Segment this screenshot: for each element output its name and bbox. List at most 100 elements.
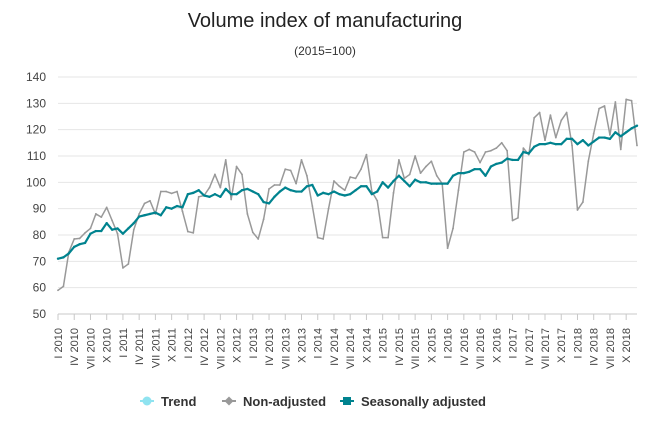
x-tick-label: IV 2013 [264, 328, 276, 366]
x-tick-label: I 2014 [313, 328, 325, 359]
data-point-non-adjusted [176, 190, 178, 193]
x-tick-label: IV 2010 [69, 328, 81, 366]
x-tick-label: IV 2014 [329, 328, 341, 366]
data-point-seasonally-adjusted [376, 190, 379, 193]
data-point-non-adjusted [468, 148, 471, 151]
data-point-non-adjusted [170, 192, 173, 195]
data-point-seasonally-adjusted [321, 191, 325, 195]
chart-subtitle: (2015=100) [294, 44, 356, 58]
data-point-seasonally-adjusted [635, 124, 639, 127]
data-point-seasonally-adjusted [186, 192, 190, 196]
data-point-non-adjusted [446, 247, 449, 250]
data-point-seasonally-adjusted [181, 206, 184, 209]
data-point-seasonally-adjusted [597, 136, 601, 139]
data-point-non-adjusted [116, 232, 119, 235]
data-point-non-adjusted [262, 218, 265, 221]
data-point-non-adjusted [630, 99, 633, 102]
data-point-non-adjusted [84, 231, 86, 234]
data-point-seasonally-adjusted [175, 204, 179, 208]
data-point-seasonally-adjusted [624, 131, 628, 134]
data-point-non-adjusted [565, 111, 568, 114]
data-point-seasonally-adjusted [100, 229, 103, 233]
data-point-seasonally-adjusted [294, 190, 298, 193]
legend-item-seasonally-adjusted[interactable]: Seasonally adjusted [340, 394, 486, 409]
data-point-seasonally-adjusted [78, 243, 81, 246]
x-tick-label: X 2014 [361, 328, 373, 363]
x-tick-label: IV 2016 [459, 328, 471, 366]
data-point-non-adjusted [327, 207, 330, 210]
data-point-non-adjusted [300, 159, 303, 161]
legend-item-trend[interactable]: Trend [140, 394, 196, 409]
data-point-non-adjusted [403, 177, 406, 180]
data-point-seasonally-adjusted [478, 167, 482, 171]
data-point-seasonally-adjusted [386, 186, 390, 189]
data-point-non-adjusted [338, 185, 341, 188]
data-point-non-adjusted [554, 136, 557, 139]
data-point-non-adjusted [576, 209, 579, 211]
data-point-non-adjusted [381, 236, 384, 239]
y-tick-label: 140 [26, 70, 46, 84]
y-tick-label: 50 [33, 307, 47, 321]
data-point-seasonally-adjusted [614, 131, 617, 134]
data-point-non-adjusted [284, 168, 287, 171]
data-point-seasonally-adjusted [500, 161, 503, 164]
data-point-non-adjusted [408, 173, 411, 176]
x-tick-label: VII 2012 [215, 328, 227, 369]
data-point-seasonally-adjusted [62, 256, 65, 259]
data-point-seasonally-adjusted [532, 145, 536, 148]
x-tick-label: VII 2014 [345, 328, 357, 369]
data-point-non-adjusted [490, 149, 492, 152]
data-point-seasonally-adjusted [257, 192, 260, 196]
data-point-non-adjusted [376, 199, 379, 202]
data-point-seasonally-adjusted [110, 228, 114, 231]
data-point-seasonally-adjusted [543, 142, 547, 146]
data-point-non-adjusted [349, 176, 352, 178]
legend: Trend Non-adjusted Seasonally adjusted [140, 394, 486, 409]
data-point-non-adjusted [598, 107, 601, 110]
data-point-non-adjusted [197, 195, 200, 198]
data-point-seasonally-adjusted [251, 190, 254, 193]
data-point-non-adjusted [111, 219, 114, 222]
data-point-seasonally-adjusted [419, 181, 422, 184]
data-point-non-adjusted [165, 190, 168, 193]
x-tick-label: X 2010 [102, 328, 114, 363]
legend-item-non-adjusted[interactable]: Non-adjusted [222, 394, 326, 409]
data-point-non-adjusted [251, 231, 254, 234]
x-tick-label: X 2013 [297, 328, 309, 363]
x-tick-label: IV 2017 [524, 328, 536, 366]
data-point-seasonally-adjusted [435, 182, 438, 185]
data-point-seasonally-adjusted [305, 185, 309, 188]
data-point-non-adjusted [311, 205, 314, 207]
x-tick-label: VII 2010 [85, 328, 97, 369]
data-point-seasonally-adjusted [484, 174, 487, 177]
x-tick-label: X 2015 [426, 328, 438, 363]
data-point-non-adjusted [132, 228, 135, 231]
data-point-non-adjusted [500, 141, 503, 144]
data-point-seasonally-adjusted [576, 142, 579, 146]
data-point-non-adjusted [62, 285, 65, 288]
x-tick-label: IV 2018 [589, 328, 601, 366]
data-point-seasonally-adjusted [121, 232, 125, 235]
data-point-non-adjusted [149, 199, 151, 202]
y-tick-label: 130 [26, 96, 46, 110]
data-point-seasonally-adjusted [246, 187, 249, 191]
data-point-seasonally-adjusted [143, 214, 146, 217]
data-point-non-adjusted [224, 159, 227, 161]
data-point-non-adjusted [138, 213, 141, 215]
data-point-seasonally-adjusted [273, 195, 276, 199]
data-point-non-adjusted [581, 201, 584, 203]
data-point-seasonally-adjusted [267, 202, 271, 205]
data-point-non-adjusted [484, 151, 487, 153]
data-point-seasonally-adjusted [208, 195, 211, 199]
data-point-non-adjusted [511, 219, 514, 222]
data-point-non-adjusted [636, 144, 638, 147]
data-point-seasonally-adjusted [408, 185, 411, 188]
data-point-seasonally-adjusted [522, 150, 525, 154]
series-layer [56, 98, 639, 292]
data-point-seasonally-adjusted [570, 137, 574, 141]
y-tick-label: 120 [26, 123, 46, 137]
data-point-non-adjusted [452, 227, 454, 230]
data-point-seasonally-adjusted [197, 189, 200, 192]
data-point-non-adjusted [360, 168, 362, 171]
y-tick-label: 110 [27, 149, 46, 163]
